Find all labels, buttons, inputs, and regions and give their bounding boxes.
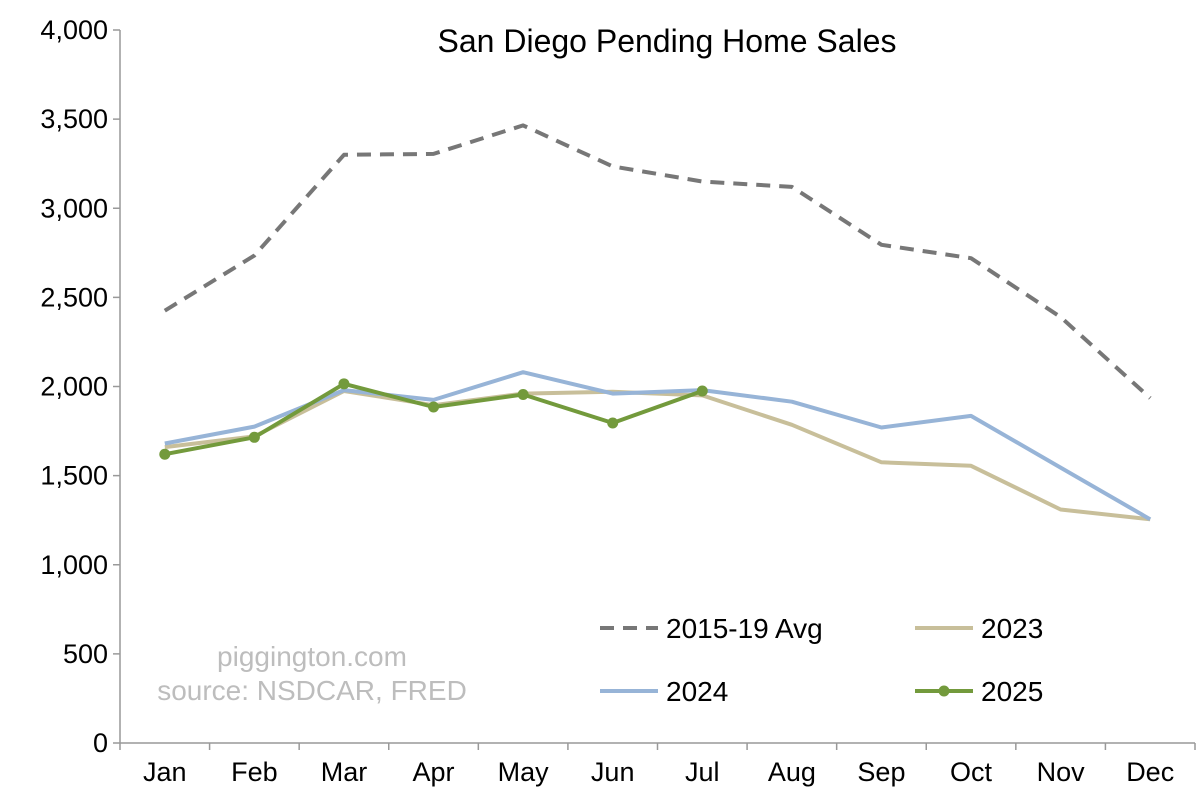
x-tick-label: Aug	[768, 757, 816, 787]
data-point-2025	[696, 385, 708, 397]
y-tick-label: 2,000	[40, 372, 108, 402]
x-tick-label: May	[498, 757, 550, 787]
x-tick-label: Nov	[1037, 757, 1086, 787]
legend-marker	[938, 685, 950, 697]
legend-label: 2025	[981, 676, 1043, 707]
y-tick-label: 3,000	[40, 193, 108, 223]
watermark: piggington.com source: NSDCAR, FRED	[157, 641, 467, 706]
y-tick-label: 1,000	[40, 550, 108, 580]
series-line-2015-19-avg	[163, 123, 1152, 400]
y-tick-label: 1,500	[40, 461, 108, 491]
watermark-source: source: NSDCAR, FRED	[157, 675, 467, 706]
x-axis-ticks: Jan Feb Mar Apr May Jun Jul Aug Sep Oct Nov Dec	[119, 743, 1196, 787]
y-tick-label: 500	[63, 639, 108, 669]
y-tick-label: 0	[93, 728, 108, 758]
legend: 2015-19 Avg 2023 2024 2025	[600, 613, 1043, 707]
y-tick-label: 2,500	[40, 282, 108, 312]
data-point-2025	[338, 378, 350, 390]
data-point-2025	[517, 389, 529, 401]
data-point-2025	[607, 417, 619, 429]
y-tick-label: 4,000	[40, 15, 108, 45]
legend-label: 2023	[981, 613, 1043, 644]
watermark-site: piggington.com	[217, 641, 407, 672]
data-point-2025	[428, 401, 440, 413]
series-lines	[159, 123, 1152, 522]
data-point-2025	[159, 448, 171, 460]
legend-entry: 2024	[600, 676, 728, 707]
x-tick-label: Dec	[1126, 757, 1174, 787]
legend-label: 2015-19 Avg	[666, 613, 823, 644]
x-tick-label: Jul	[685, 757, 720, 787]
legend-label: 2024	[666, 676, 728, 707]
chart-title: San Diego Pending Home Sales	[438, 23, 897, 59]
x-tick-label: Oct	[950, 757, 993, 787]
legend-entry: 2025	[915, 676, 1043, 707]
data-point-2025	[248, 431, 260, 443]
x-tick-label: Jun	[591, 757, 635, 787]
x-tick-label: Feb	[231, 757, 278, 787]
x-tick-label: Apr	[413, 757, 455, 787]
x-tick-label: Sep	[857, 757, 905, 787]
series-line-2023	[164, 389, 1151, 522]
series-line-2024	[164, 370, 1152, 522]
x-tick-label: Jan	[143, 757, 187, 787]
y-axis-ticks: 0 500 1,000 1,500 2,000 2,500 3,000 3,500 4,000	[40, 15, 120, 758]
x-tick-label: Mar	[321, 757, 368, 787]
y-tick-label: 3,500	[40, 104, 108, 134]
legend-entry: 2015-19 Avg	[600, 613, 823, 644]
legend-entry: 2023	[915, 613, 1043, 644]
